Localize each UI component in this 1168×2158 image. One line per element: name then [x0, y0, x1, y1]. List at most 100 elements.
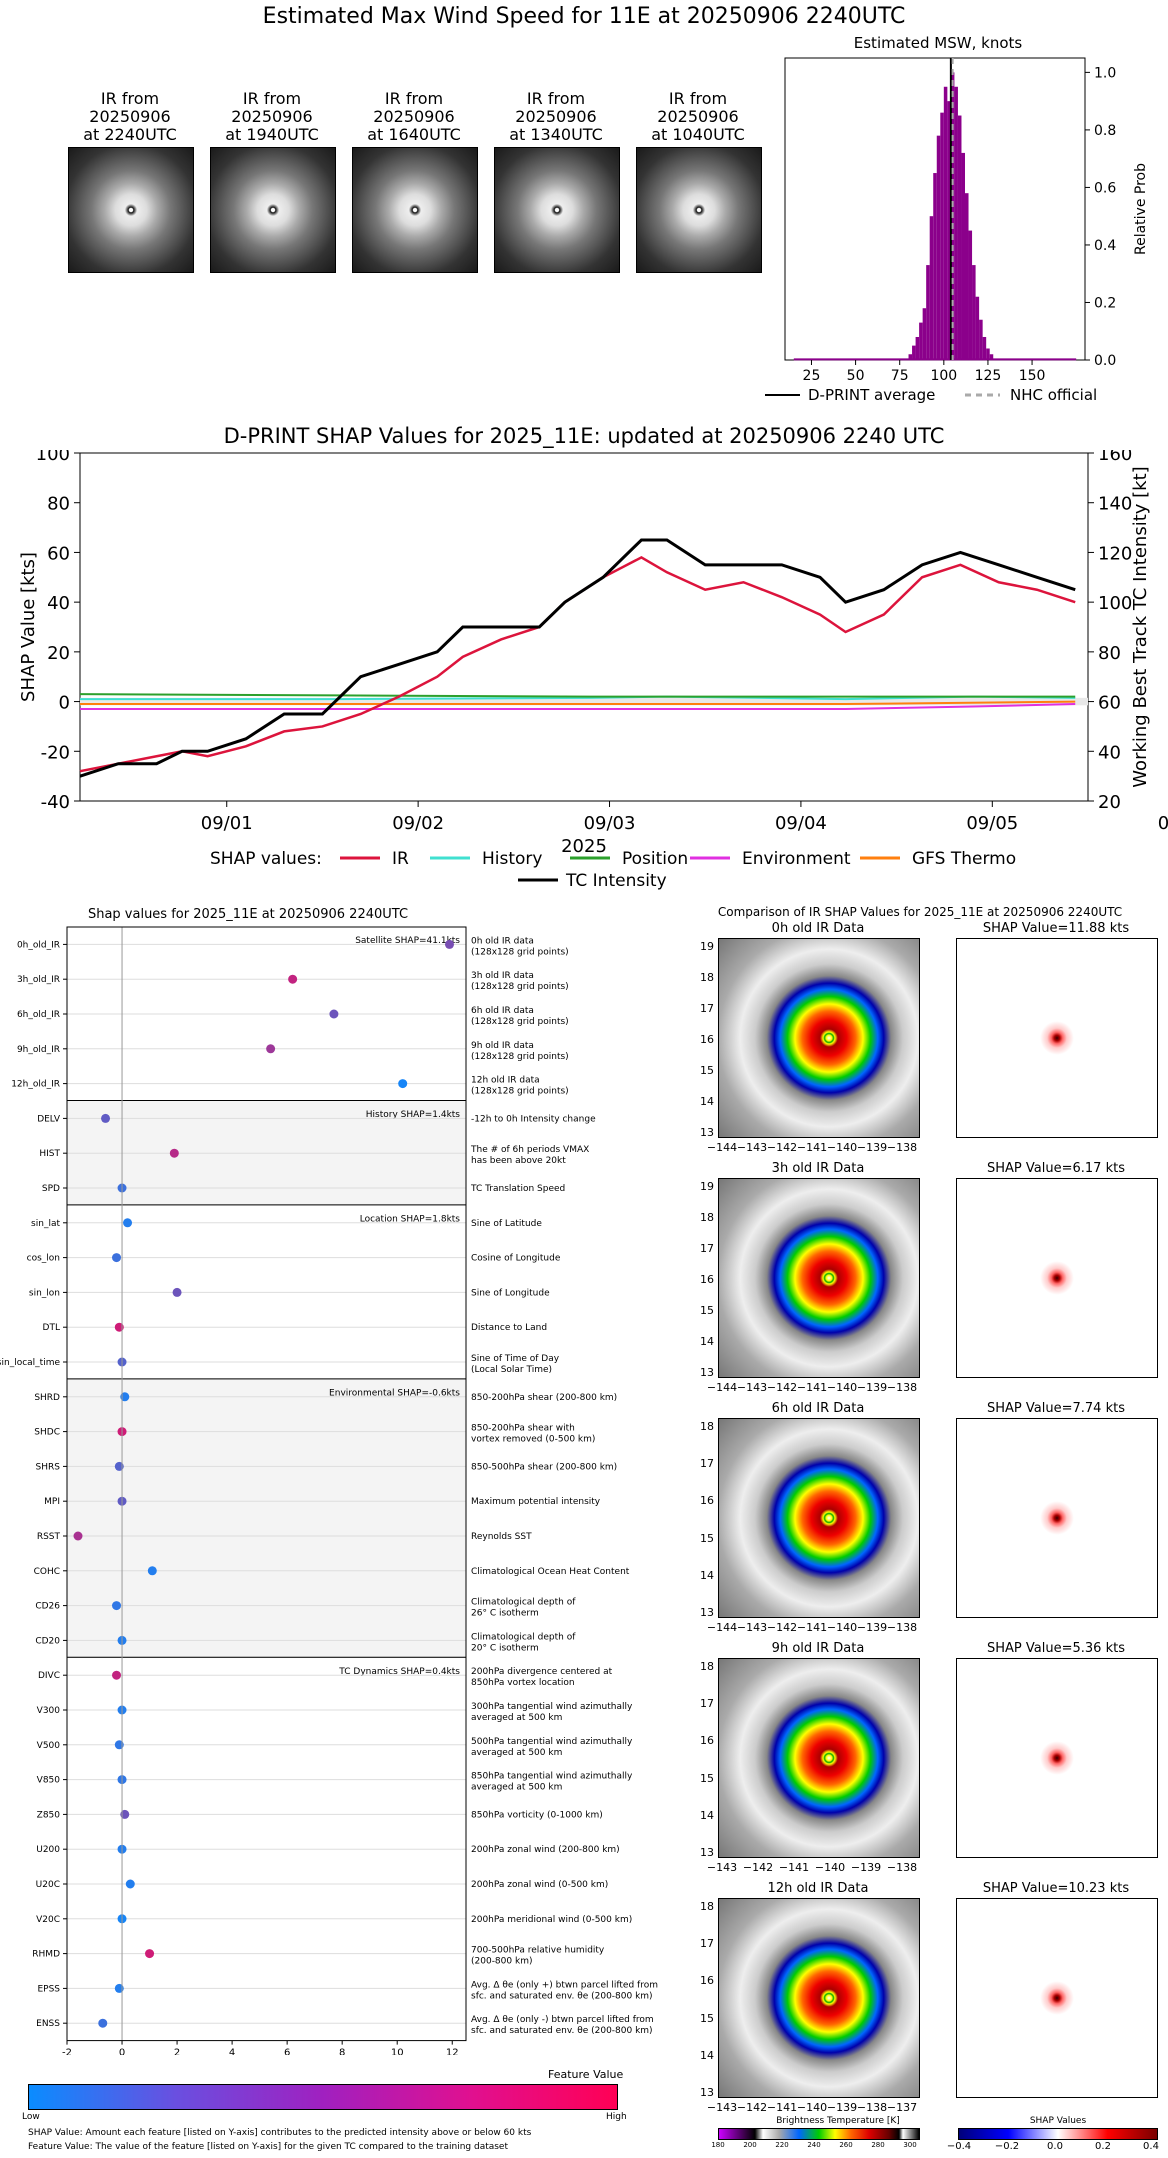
ir-x-tick-label: −140: [796, 2101, 828, 2114]
ir-thumb-caption-line: IR from: [668, 89, 728, 108]
shap-panel-title: SHAP Value=6.17 kts: [987, 1161, 1125, 1176]
scatter-feature-label: DELV: [37, 1114, 61, 1124]
histogram-bar: [968, 230, 973, 360]
ir-panel-title: 3h old IR Data: [771, 1161, 865, 1176]
ir-y-tick-label: 16: [700, 1734, 714, 1748]
scatter-feature-desc: 300hPa tangential wind azimuthally: [471, 1702, 633, 1712]
scatter-point: [266, 1044, 276, 1054]
ir-x-tick-label: −138: [886, 1381, 918, 1394]
scatter-feature-desc: TC Translation Speed: [470, 1184, 565, 1194]
scatter-feature-desc: 9h old IR data: [471, 1041, 534, 1051]
scatter-feature-desc: The # of 6h periods VMAX: [470, 1145, 589, 1155]
feature-bar-title: Feature Value: [548, 2068, 624, 2081]
ir-y-tick-label: 14: [700, 1095, 714, 1108]
scatter-point: [114, 1322, 124, 1332]
ir-y-tick-label: 16: [700, 1974, 714, 1988]
scatter-point: [169, 1148, 179, 1158]
shap-map-panel: [956, 1898, 1158, 2098]
ir-thumb-caption-line: IR from: [384, 89, 444, 108]
scatter-feature-desc: 850hPa tangential wind azimuthally: [471, 1772, 633, 1782]
ir-thumbnail-image: [210, 147, 336, 273]
ir-x-tick-label: −140: [814, 1861, 846, 1874]
scatter-feature-desc2: (200-800 km): [471, 1957, 532, 1967]
timeline-legend-label-tc: TC Intensity: [565, 871, 667, 891]
timeline-legend-label: History: [482, 849, 542, 869]
ir-x-tick-label: −143: [706, 1861, 738, 1874]
scatter-feature-desc: 200hPa meridional wind (0-500 km): [471, 1915, 632, 1925]
bt-tick-label: 180: [711, 2141, 725, 2149]
shap-panel-title: SHAP Value=11.88 kts: [982, 921, 1130, 936]
histogram-bar: [989, 354, 994, 360]
timeline-y-tick-label: -40: [41, 792, 70, 813]
bt-tick-label: 220: [775, 2141, 789, 2149]
shap-map-panel: [956, 1178, 1158, 1378]
scatter-point: [125, 1879, 135, 1889]
hist-x-tick-label: 125: [975, 368, 1002, 384]
scatter-feature-desc2: 26° C isotherm: [471, 1609, 539, 1619]
tc-intensity-line: [79, 538, 1076, 778]
scatter-feature-desc: 0h old IR data: [471, 936, 534, 946]
ir-x-tick-label: −139: [856, 1141, 888, 1154]
ir-thumb-caption-line: at 1940UTC: [225, 125, 319, 144]
scatter-feature-desc: Avg. Δ θe (only +) btwn parcel lifted fr…: [471, 1980, 658, 1990]
histogram-title: Estimated MSW, knots: [853, 34, 1023, 52]
scatter-x-tick-label: 2: [174, 2048, 180, 2055]
ir-thumb-caption-line: 20250906: [89, 107, 171, 126]
ir-thumbnail-image: [494, 147, 620, 273]
ir-line: [79, 555, 1076, 773]
ir-thumb-caption-line: 20250906: [657, 107, 739, 126]
ir-x-tick-label: −137: [886, 2101, 918, 2114]
scatter-feature-desc2: sfc. and saturated env. θe (200-800 km): [471, 1991, 653, 2001]
scatter-feature-desc: 850-200hPa shear with: [471, 1424, 575, 1434]
timeline-y-axis-label: SHAP Value [kts]: [18, 552, 39, 702]
ir-x-tick-label: −142: [766, 1141, 798, 1154]
ir-x-tick-label: −138: [856, 2101, 888, 2114]
ir-y-tick-label: 17: [700, 1242, 714, 1255]
scatter-group-band: [67, 1379, 466, 1658]
timeline-x-tick-label: 09/05: [966, 813, 1018, 834]
timeline-legend-label: Environment: [742, 849, 851, 869]
scatter-feature-desc: 200hPa zonal wind (200-800 km): [471, 1845, 620, 1855]
scatter-feature-label: HIST: [39, 1149, 60, 1159]
scatter-feature-label: SHRS: [36, 1462, 61, 1472]
scatter-feature-label: cos_lon: [27, 1254, 60, 1264]
histogram-bar: [908, 354, 913, 360]
bt-tick-label: 280: [871, 2141, 885, 2149]
ir-x-tick-label: −139: [850, 1861, 882, 1874]
ir-thumb-caption-line: IR from: [242, 89, 302, 108]
ir-y-tick-label: 16: [700, 1494, 714, 1508]
ir-y-tick-label: 13: [700, 1606, 714, 1619]
ir-y-tick-label: 14: [700, 1568, 714, 1582]
ir-map-panel: [718, 1658, 920, 1858]
scatter-x-tick-label: 6: [284, 2048, 290, 2055]
timeline-y-tick-label: 80: [47, 494, 70, 515]
scatter-feature-desc: Reynolds SST: [471, 1532, 532, 1542]
scatter-feature-label: V300: [37, 1706, 61, 1716]
ir-thumb-caption-line: 20250906: [373, 107, 455, 126]
ir-x-tick-label: −144: [706, 1381, 738, 1394]
hist-y-tick-label: 0.0: [1094, 353, 1116, 369]
timeline-frame: [79, 452, 1089, 802]
hist-y-tick-label: 1.0: [1094, 65, 1116, 81]
scatter-feature-desc: 700-500hPa relative humidity: [471, 1946, 605, 1956]
scatter-point: [101, 1113, 111, 1123]
histogram-bar: [947, 101, 951, 360]
scatter-feature-desc2: (128x128 grid points): [471, 947, 569, 957]
scatter-feature-label: V20C: [36, 1915, 60, 1925]
scatter-feature-label: EPSS: [37, 1984, 60, 1994]
scatter-feature-label: DTL: [43, 1323, 60, 1333]
timeline-yr-tick-label: 100: [1098, 593, 1132, 614]
scatter-group-label: Location SHAP=1.8kts: [360, 1214, 461, 1224]
timeline-legend-title: SHAP values:: [210, 849, 322, 869]
timeline-y-tick-label: 20: [47, 643, 70, 664]
histogram-bar: [929, 216, 934, 360]
scatter-feature-label: COHC: [34, 1567, 60, 1577]
scatter-point: [73, 1531, 83, 1541]
ir-y-tick-label: 18: [700, 1900, 714, 1913]
ir-map-panel: [718, 938, 920, 1138]
timeline-y-tick-label: 0: [59, 693, 70, 714]
scatter-point: [114, 1740, 124, 1750]
scatter-point: [98, 2018, 108, 2028]
scatter-feature-label: V500: [37, 1741, 61, 1751]
ir-thumb-caption: IR from 20250906 at 2240UTC: [65, 90, 195, 144]
